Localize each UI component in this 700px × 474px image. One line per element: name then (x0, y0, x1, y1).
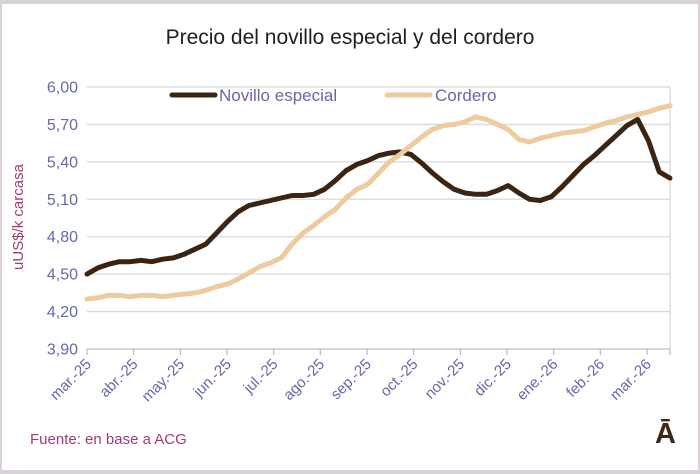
legend-label-novillo: Novillo especial (219, 86, 337, 105)
y-axis-title: uUS$/k carcasa (10, 163, 27, 270)
gridlines (87, 86, 671, 350)
x-tick-label: jun.-25 (190, 356, 235, 401)
y-tick-label: 6,00 (47, 80, 78, 97)
novillo-line (84, 116, 673, 277)
x-tick-label: jul.-25 (240, 356, 282, 398)
series-lines (84, 103, 673, 302)
cordero-line (84, 103, 673, 302)
y-tick-label: 4,50 (47, 267, 78, 284)
x-tick-label: mar.-25 (47, 356, 95, 404)
chart-title: Precio del novillo especial y del corder… (165, 26, 535, 49)
y-tick-label: 5,10 (47, 192, 78, 209)
y-tick-label: 4,20 (47, 304, 78, 321)
x-tick-label: sep.-25 (327, 356, 374, 403)
y-tick-label: 4,80 (47, 229, 78, 246)
x-tick-label: may.-25 (139, 356, 189, 406)
x-tick-label: abr.-25 (96, 356, 141, 401)
y-tick-label: 5,40 (47, 154, 78, 171)
legend-label-cordero: Cordero (435, 86, 496, 105)
legend: Novillo especial Cordero (169, 86, 496, 105)
x-tick-label: mar.-26 (607, 356, 655, 404)
x-tick-label: ene.-26 (514, 356, 562, 404)
x-tick-label: feb.-26 (563, 356, 608, 401)
x-tick-label: oct.-25 (377, 356, 421, 400)
x-tick-label: nov.-25 (422, 356, 469, 403)
x-tick-label: ago.-25 (280, 356, 328, 404)
axes (86, 349, 671, 355)
source-note: Fuente: en base a ACG (30, 431, 187, 448)
x-tick-label: dic.-25 (471, 356, 515, 400)
logo-a-macron: Ā (655, 418, 676, 450)
y-tick-label: 3,90 (47, 342, 78, 359)
y-tick-label: 5,70 (47, 117, 78, 134)
